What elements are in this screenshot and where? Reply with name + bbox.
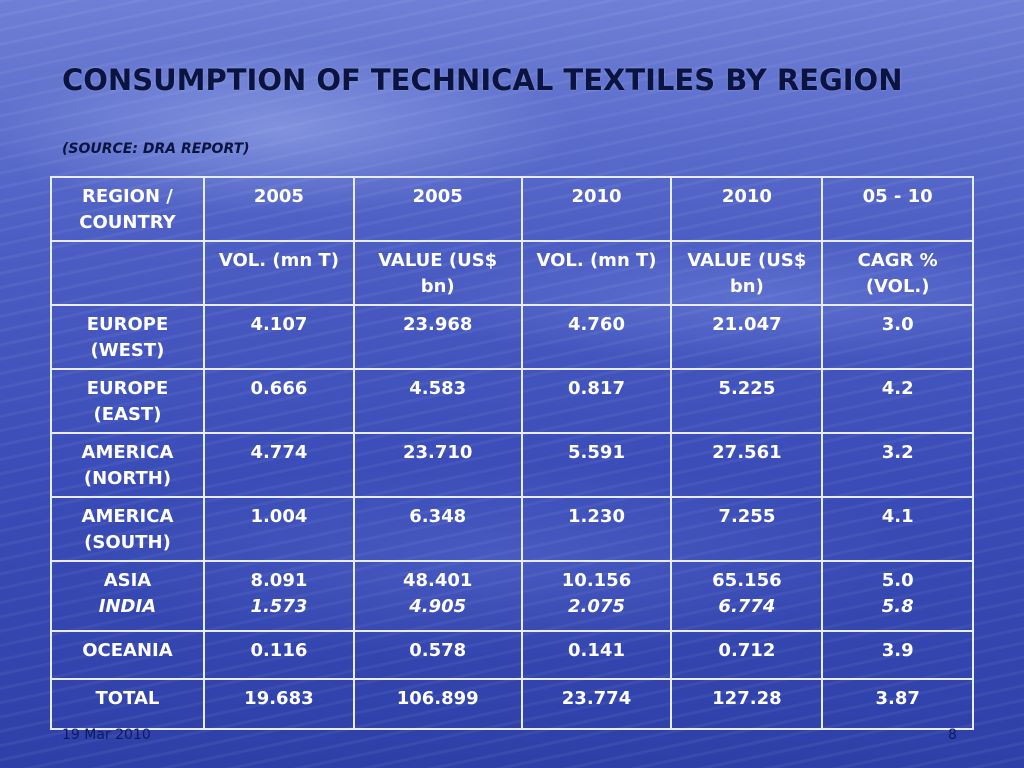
table-cell: 0.141: [520, 630, 673, 680]
consumption-table: REGION / COUNTRY 2005 2005 2010 2010 05 …: [50, 176, 974, 730]
table-row: AMERICA (SOUTH) 1.004 6.348 1.230 7.255 …: [50, 496, 974, 562]
table-cell: 10.156 2.075: [520, 560, 673, 632]
page-number: 8: [948, 727, 957, 743]
table-cell: 3.9: [821, 630, 974, 680]
table-cell: 0.666: [202, 368, 355, 434]
total-row: TOTAL 19.683 106.899 23.774 127.28 3.87: [50, 678, 974, 730]
india-value: 5.8: [881, 596, 914, 617]
region-cell: OCEANIA: [50, 630, 205, 680]
header-cell: 2010: [520, 176, 673, 242]
total-label: TOTAL: [50, 678, 205, 730]
table-cell: 4.760: [520, 304, 673, 370]
asia-label: ASIA: [103, 570, 152, 591]
header-cell: VALUE (US$ bn): [352, 240, 523, 306]
table-cell: 0.712: [670, 630, 824, 680]
table-cell: 4.583: [352, 368, 523, 434]
table-cell: 3.2: [821, 432, 974, 498]
table-row: OCEANIA 0.116 0.578 0.141 0.712 3.9: [50, 630, 974, 680]
table-row: EUROPE (EAST) 0.666 4.583 0.817 5.225 4.…: [50, 368, 974, 434]
table-cell: 27.561: [670, 432, 824, 498]
header-cell: [50, 240, 205, 306]
region-cell: AMERICA (SOUTH): [50, 496, 205, 562]
header-cell: 2005: [202, 176, 355, 242]
total-cell: 3.87: [821, 678, 974, 730]
region-cell: ASIA INDIA: [50, 560, 205, 632]
table-cell: 4.1: [821, 496, 974, 562]
table-row: EUROPE (WEST) 4.107 23.968 4.760 21.047 …: [50, 304, 974, 370]
india-value: 1.573: [250, 596, 308, 617]
table-cell: 1.230: [520, 496, 673, 562]
table-cell: 0.817: [520, 368, 673, 434]
asia-value: 10.156: [561, 570, 632, 591]
table-cell: 4.774: [202, 432, 355, 498]
total-cell: 19.683: [202, 678, 355, 730]
asia-value: 5.0: [881, 570, 914, 591]
total-cell: 106.899: [352, 678, 523, 730]
table-cell: 0.578: [352, 630, 523, 680]
footer-date: 19 Mar 2010: [62, 727, 151, 743]
table-cell: 5.591: [520, 432, 673, 498]
region-cell: AMERICA (NORTH): [50, 432, 205, 498]
india-label: INDIA: [98, 596, 157, 617]
table-cell: 23.968: [352, 304, 523, 370]
india-value: 2.075: [568, 596, 625, 617]
header-cell: 05 - 10: [821, 176, 974, 242]
header-cell: VOL. (mn T): [202, 240, 355, 306]
total-cell: 127.28: [670, 678, 824, 730]
header-row-years: REGION / COUNTRY 2005 2005 2010 2010 05 …: [50, 176, 974, 242]
table-cell: 6.348: [352, 496, 523, 562]
header-cell: 2010: [670, 176, 824, 242]
india-value: 6.774: [718, 596, 776, 617]
header-cell: VOL. (mn T): [520, 240, 673, 306]
slide-title: CONSUMPTION OF TECHNICAL TEXTILES BY REG…: [62, 63, 903, 97]
table-cell: 48.401 4.905: [352, 560, 523, 632]
asia-value: 48.401: [402, 570, 473, 591]
asia-value: 8.091: [250, 570, 308, 591]
header-cell: REGION / COUNTRY: [50, 176, 205, 242]
table-cell: 4.107: [202, 304, 355, 370]
table-cell: 5.0 5.8: [821, 560, 974, 632]
region-cell: EUROPE (WEST): [50, 304, 205, 370]
table-cell: 21.047: [670, 304, 824, 370]
header-cell: 2005: [352, 176, 523, 242]
header-cell: VALUE (US$ bn): [670, 240, 824, 306]
india-value: 4.905: [409, 596, 467, 617]
table-cell: 7.255: [670, 496, 824, 562]
table-cell: 5.225: [670, 368, 824, 434]
table-cell: 1.004: [202, 496, 355, 562]
total-cell: 23.774: [520, 678, 673, 730]
table-cell: 8.091 1.573: [202, 560, 355, 632]
table-row: AMERICA (NORTH) 4.774 23.710 5.591 27.56…: [50, 432, 974, 498]
table-cell: 23.710: [352, 432, 523, 498]
asia-value: 65.156: [712, 570, 782, 591]
table-cell: 4.2: [821, 368, 974, 434]
region-cell: EUROPE (EAST): [50, 368, 205, 434]
header-cell: CAGR % (VOL.): [821, 240, 974, 306]
table-cell: 65.156 6.774: [670, 560, 824, 632]
table-cell: 0.116: [202, 630, 355, 680]
table-row-asia-india: ASIA INDIA 8.091 1.573 48.401 4.905 10.1…: [50, 560, 974, 632]
table-cell: 3.0: [821, 304, 974, 370]
slide-subtitle: (SOURCE: DRA REPORT): [62, 141, 250, 157]
header-row-units: VOL. (mn T) VALUE (US$ bn) VOL. (mn T) V…: [50, 240, 974, 306]
